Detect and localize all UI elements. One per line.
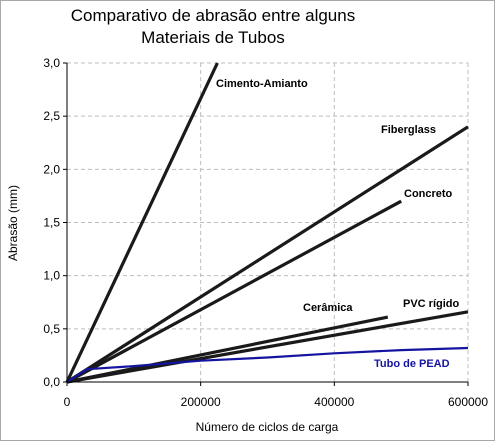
series-label-ceramica: Cerâmica: [303, 302, 353, 314]
x-tick-label-0: 0: [64, 395, 71, 409]
y-tick-label-1: 0,5: [43, 322, 60, 336]
x-tick-label-1: 200000: [181, 395, 221, 409]
series-label-fiberglass: Fiberglass: [381, 124, 436, 136]
y-tick-label-4: 2,0: [43, 162, 60, 176]
x-axis-label: Número de ciclos de carga: [196, 420, 339, 434]
x-tick-label-3: 600000: [448, 395, 488, 409]
series-label-concreto: Concreto: [404, 188, 453, 200]
x-tick-label-2: 400000: [314, 395, 354, 409]
grid-layer: [67, 62, 469, 382]
y-tick-label-5: 2,5: [43, 109, 60, 123]
y-tick-label-6: 3,0: [43, 56, 60, 70]
axis-layer: 0,0 0,5 1,0 1,5 2,0 2,5 3,0 0 200000 400000 600000: [43, 56, 488, 409]
series-layer: [65, 62, 469, 384]
y-tick-label-0: 0,0: [43, 375, 60, 389]
y-axis-label: Abrasão (mm): [6, 185, 20, 261]
chart-title-line-2: Materiais de Tubos: [141, 28, 285, 47]
series-line-cimento-amianto: [65, 62, 219, 383]
series-label-tubo-de-pead: Tubo de PEAD: [374, 358, 450, 370]
series-label-cimento-amianto: Cimento-Amianto: [216, 78, 308, 90]
y-tick-label-3: 1,5: [43, 216, 60, 230]
series-label-pvc-rigido: PVC rígido: [403, 298, 460, 310]
series-line-concreto: [66, 199, 402, 384]
y-tick-label-2: 1,0: [43, 269, 60, 283]
series-line-fiberglass: [66, 125, 469, 384]
series-label-layer: Cimento-Amianto Fiberglass Concreto Cerâmic…: [216, 78, 460, 370]
chart-title-line-1: Comparativo de abrasão entre alguns: [71, 6, 355, 25]
series-line-pvc-rigido: [66, 310, 469, 384]
series-line-tubo-de-pead: [66, 346, 469, 383]
